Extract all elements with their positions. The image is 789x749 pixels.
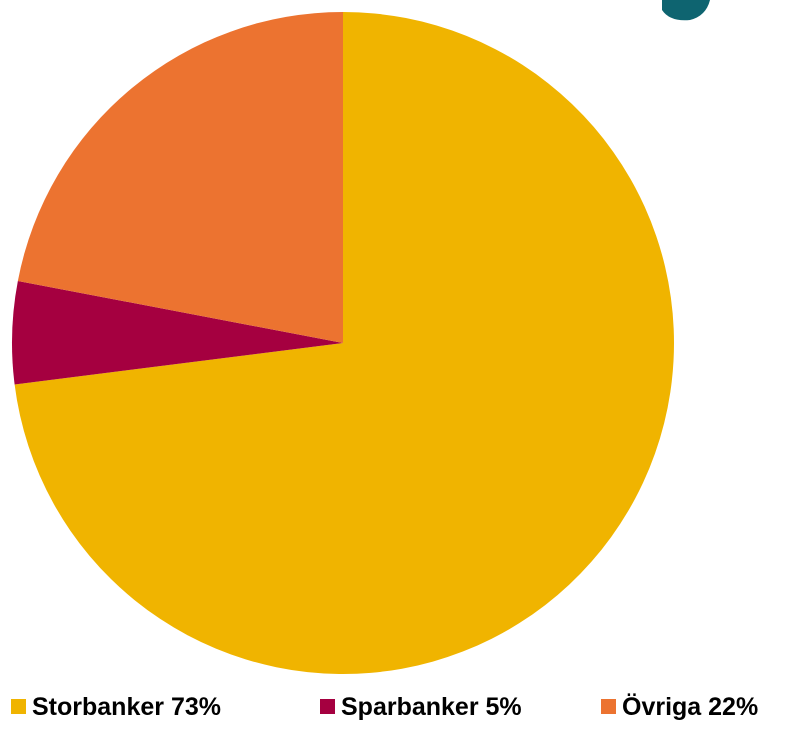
- legend-value: 22%: [708, 693, 758, 721]
- legend-value: 73%: [171, 693, 221, 721]
- legend-name: Sparbanker: [341, 693, 479, 721]
- legend-name: Storbanker: [32, 693, 164, 721]
- pie-slice: [14, 12, 674, 674]
- legend-swatch: [601, 699, 616, 714]
- legend-label: Sparbanker 5%: [341, 693, 522, 721]
- pie-slice: [12, 280, 344, 385]
- logo-fragment: [662, 0, 710, 21]
- legend-swatch: [11, 699, 26, 714]
- pie-slice: [17, 12, 344, 343]
- legend-value: 5%: [486, 693, 522, 721]
- legend-swatch: [320, 699, 335, 714]
- legend-label: Storbanker 73%: [32, 693, 221, 721]
- legend-name: Övriga: [622, 692, 702, 721]
- legend-label: Övriga 22%: [622, 692, 758, 721]
